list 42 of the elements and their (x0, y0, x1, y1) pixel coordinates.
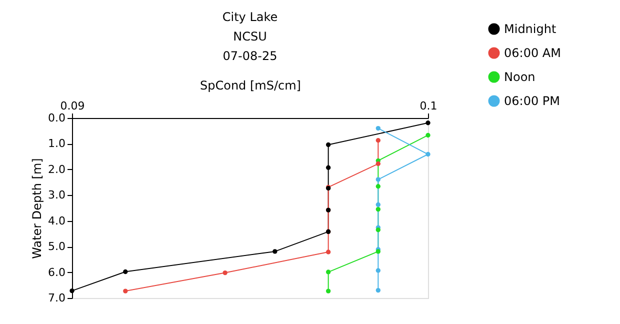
point (376, 288, 381, 293)
point (426, 152, 430, 157)
point (376, 126, 381, 131)
point (376, 161, 381, 166)
point (326, 288, 331, 294)
point (376, 177, 381, 182)
point (376, 206, 381, 212)
y-axis-title: Water Depth [m] (30, 158, 44, 259)
point (376, 228, 381, 232)
point (426, 120, 430, 126)
point (376, 268, 381, 273)
y-tick-label: 3.0 (48, 188, 66, 202)
legend-label: 06:00 AM (504, 46, 561, 60)
legend-label: Midnight (504, 22, 556, 36)
point (222, 270, 228, 276)
point (123, 288, 128, 294)
y-tick-label: 0.0 (48, 112, 66, 124)
chart-subtitle: NCSU (233, 30, 267, 44)
y-tick-label: 1.0 (48, 137, 66, 150)
point (326, 165, 331, 170)
text: 07-08-25 (222, 49, 278, 63)
point (376, 138, 381, 143)
legend-label: 06:00 PM (504, 94, 560, 108)
point (376, 184, 381, 189)
point (70, 288, 74, 294)
y-tick-label: 5.0 (48, 240, 66, 254)
point (376, 202, 381, 207)
point (272, 249, 278, 254)
point (326, 250, 331, 254)
point (123, 269, 128, 274)
y-tick-label: 2.0 (48, 162, 66, 176)
legend-label: Noon (504, 70, 536, 84)
x-tick-label: 0.1 (420, 100, 438, 112)
point (326, 270, 331, 274)
point (326, 142, 331, 148)
x-axis-title: SpCond [mS/cm] (200, 78, 301, 92)
y-tick-label: 4.0 (48, 214, 66, 228)
x-tick-label: 0.09 (60, 100, 85, 112)
point (426, 132, 430, 138)
chart-title: City Lake (222, 10, 278, 24)
y-tick-label: 7.0 (48, 292, 66, 304)
y-tick-label: 6.0 (48, 266, 66, 279)
